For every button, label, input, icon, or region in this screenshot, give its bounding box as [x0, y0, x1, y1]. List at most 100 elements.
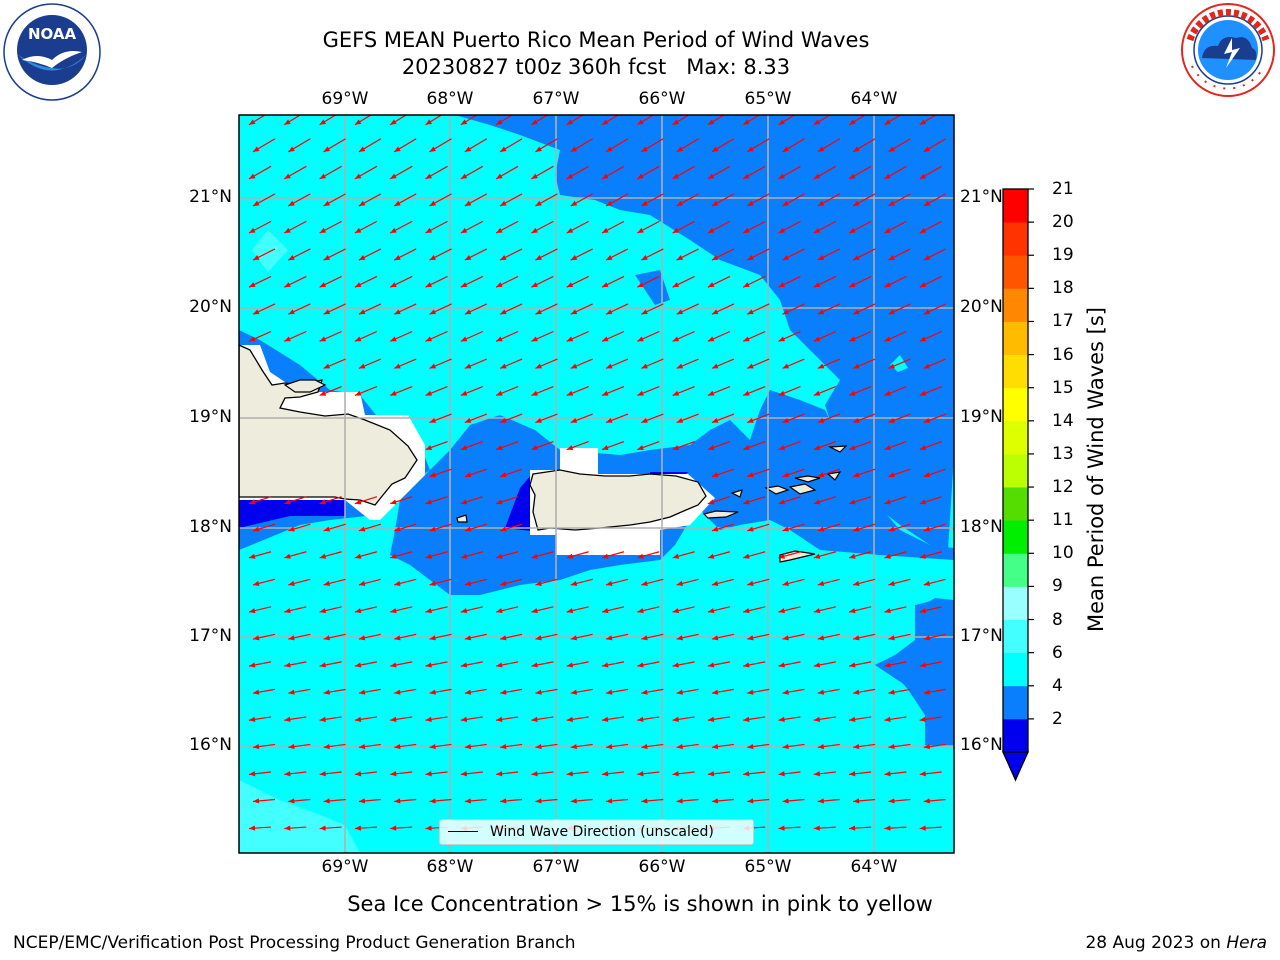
lon-tick-top: 67°W: [532, 89, 580, 109]
colorbar-bin: [1003, 652, 1028, 687]
wind-wave-arrow: [323, 248, 346, 261]
vieques-island: [702, 510, 739, 519]
wind-wave-arrow: [425, 441, 448, 451]
wind-wave-arrow: [425, 220, 448, 234]
wind-wave-arrow: [284, 496, 307, 505]
wind-wave-arrow: [707, 386, 731, 396]
wind-wave-arrow: [460, 496, 483, 505]
ocean-mid-region-north: [455, 115, 954, 550]
wind-wave-arrow: [782, 303, 805, 315]
wind-wave-arrow: [919, 386, 942, 396]
wind-wave-arrow: [637, 716, 660, 722]
wind-wave-arrow: [566, 441, 589, 451]
wind-wave-arrow: [605, 743, 629, 750]
virgin-gorda-island: [826, 471, 842, 481]
wind-wave-arrow: [323, 523, 346, 532]
st-thomas-island: [764, 485, 790, 495]
wind-wave-arrow: [817, 193, 841, 207]
wind-wave-arrow: [852, 633, 876, 641]
colorbar-tick-label: 4: [1052, 675, 1063, 696]
wind-wave-arrow: [743, 771, 766, 777]
wind-wave-arrow: [641, 248, 664, 261]
wind-wave-arrow: [637, 551, 660, 559]
wind-wave-arrow: [707, 551, 731, 559]
wind-wave-arrow: [747, 633, 770, 641]
wind-wave-arrow: [601, 220, 625, 234]
wind-wave-arrow: [778, 275, 801, 288]
wind-wave-arrow: [742, 441, 766, 451]
lat-tick-right: 16°N: [960, 735, 1003, 755]
wind-wave-arrow: [919, 606, 942, 614]
wind-wave-arrow: [495, 386, 519, 396]
colorbar-tick-label: 6: [1052, 642, 1063, 663]
wind-wave-arrow: [849, 716, 872, 722]
colorbar-tick-label: 20: [1052, 212, 1074, 233]
lon-tick-bottom: 69°W: [321, 857, 369, 877]
colorbar-bin: [1003, 718, 1028, 753]
map-frame: [238, 114, 955, 854]
wind-wave-arrow: [923, 303, 946, 315]
wind-wave-arrow: [778, 716, 801, 722]
wind-wave-arrow: [672, 275, 695, 288]
wind-wave-arrow: [288, 688, 311, 695]
colorbar: [1001, 188, 1034, 782]
wind-wave-arrow: [464, 523, 487, 532]
wind-wave-arrow: [390, 825, 413, 831]
wind-wave-arrow: [288, 193, 311, 207]
wind-wave-arrow: [743, 661, 766, 668]
wind-wave-arrow: [923, 743, 946, 750]
wind-wave-arrow: [499, 688, 523, 695]
wind-wave-arrow: [535, 688, 558, 695]
wind-wave-arrow: [323, 688, 346, 695]
wind-wave-arrow: [464, 633, 487, 641]
wind-wave-arrow: [817, 798, 840, 804]
culebra-island: [730, 489, 743, 498]
wind-wave-arrow: [778, 496, 801, 505]
wind-wave-arrow: [672, 661, 695, 668]
wind-wave-arrow: [248, 606, 272, 614]
wind-wave-arrow: [852, 468, 876, 478]
wind-wave-arrow: [252, 193, 276, 207]
wind-wave-arrow: [884, 330, 907, 342]
wind-wave-arrow: [394, 798, 417, 804]
wind-wave-arrow: [601, 275, 625, 288]
wind-wave-arrow: [248, 220, 272, 234]
wind-wave-arrow: [888, 688, 911, 695]
wind-wave-arrow: [888, 743, 911, 750]
wind-wave-arrow: [535, 303, 558, 315]
wind-wave-arrow: [778, 386, 801, 396]
colorbar-tick-label: 18: [1052, 278, 1074, 299]
wind-wave-arrow: [248, 496, 272, 505]
wind-wave-arrow: [817, 138, 841, 153]
wind-wave-arrow: [531, 115, 549, 126]
wind-wave-arrow: [747, 688, 770, 695]
wind-wave-arrow: [919, 551, 942, 559]
wind-wave-arrow: [566, 771, 589, 777]
wind-wave-arrow: [884, 606, 907, 614]
wind-wave-arrow: [743, 716, 766, 722]
legend-line-sample: [448, 831, 478, 832]
wind-wave-arrow: [566, 606, 589, 614]
wind-wave-arrow: [782, 798, 805, 804]
wind-wave-arrow: [605, 413, 629, 424]
wind-wave-arrow: [464, 798, 487, 804]
wind-wave-arrow: [884, 165, 907, 180]
colorbar-tick-label: 11: [1052, 510, 1074, 531]
wind-wave-arrow: [817, 468, 840, 478]
wind-wave-arrow: [284, 716, 307, 722]
wind-wave-arrow: [852, 138, 876, 153]
wind-wave-arrow: [570, 578, 593, 586]
wind-wave-arrow: [813, 606, 836, 614]
wind-wave-arrow: [778, 606, 801, 614]
wind-wave-arrow: [813, 115, 831, 126]
wind-wave-arrow: [394, 578, 417, 586]
wind-wave-arrow: [888, 578, 911, 586]
wind-wave-arrow: [711, 193, 735, 207]
wind-wave-arrow: [252, 798, 276, 804]
colorbar-bin: [1003, 387, 1028, 422]
wind-wave-arrow: [813, 661, 836, 668]
colorbar-bin: [1003, 619, 1028, 654]
wind-wave-arrow: [570, 413, 593, 424]
wind-wave-arrow: [711, 798, 734, 804]
wind-wave-arrow: [390, 716, 413, 722]
